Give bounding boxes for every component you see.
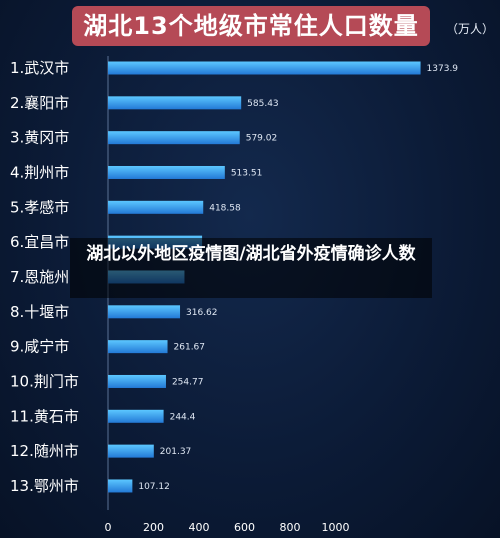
caption-overlay xyxy=(70,238,432,298)
category-label: 5.孝感市 xyxy=(10,198,69,216)
unit-label: （万人） xyxy=(446,22,495,36)
bar xyxy=(108,409,164,423)
overlay-caption: 湖北以外地区疫情图/湖北省外疫情确诊人数 xyxy=(86,244,416,264)
bar xyxy=(108,479,133,493)
category-label: 10.荆门市 xyxy=(10,372,79,390)
x-tick-label: 0 xyxy=(105,521,112,534)
category-label: 7.恩施州 xyxy=(10,268,69,286)
value-label: 254.77 xyxy=(172,377,204,387)
value-label: 585.43 xyxy=(247,99,278,109)
category-label: 3.黄冈市 xyxy=(10,129,69,147)
value-label: 418.58 xyxy=(209,203,241,213)
x-tick-label: 1000 xyxy=(322,521,350,534)
value-label: 1373.9 xyxy=(427,64,459,74)
category-label: 4.荆州市 xyxy=(10,163,69,181)
value-label: 316.62 xyxy=(186,308,218,318)
category-label: 1.武汉市 xyxy=(10,59,69,77)
bar xyxy=(108,444,154,458)
category-label: 8.十堰市 xyxy=(10,303,69,321)
value-label: 244.4 xyxy=(170,412,196,422)
category-label: 6.宜昌市 xyxy=(10,233,69,251)
value-label: 261.67 xyxy=(174,343,206,353)
bar xyxy=(108,96,242,110)
bar xyxy=(108,374,166,388)
bar xyxy=(108,131,240,145)
category-label: 12.随州市 xyxy=(10,442,79,460)
bar xyxy=(108,340,168,354)
x-tick-label: 400 xyxy=(189,521,210,534)
value-label: 579.02 xyxy=(246,134,278,144)
x-tick-label: 200 xyxy=(143,521,164,534)
value-label: 107.12 xyxy=(138,482,170,492)
chart-title: 湖北13个地级市常住人口数量 xyxy=(72,6,430,46)
x-tick-label: 600 xyxy=(234,521,255,534)
category-label: 2.襄阳市 xyxy=(10,94,69,112)
x-tick-label: 800 xyxy=(280,521,301,534)
category-label: 11.黄石市 xyxy=(10,407,79,425)
value-label: 201.37 xyxy=(160,447,192,457)
bar xyxy=(108,165,225,179)
bar xyxy=(108,305,181,319)
bar xyxy=(108,61,421,75)
category-label: 9.咸宁市 xyxy=(10,338,69,356)
value-label: 513.51 xyxy=(231,168,263,178)
category-label: 13.鄂州市 xyxy=(10,477,79,495)
bar xyxy=(108,200,204,214)
